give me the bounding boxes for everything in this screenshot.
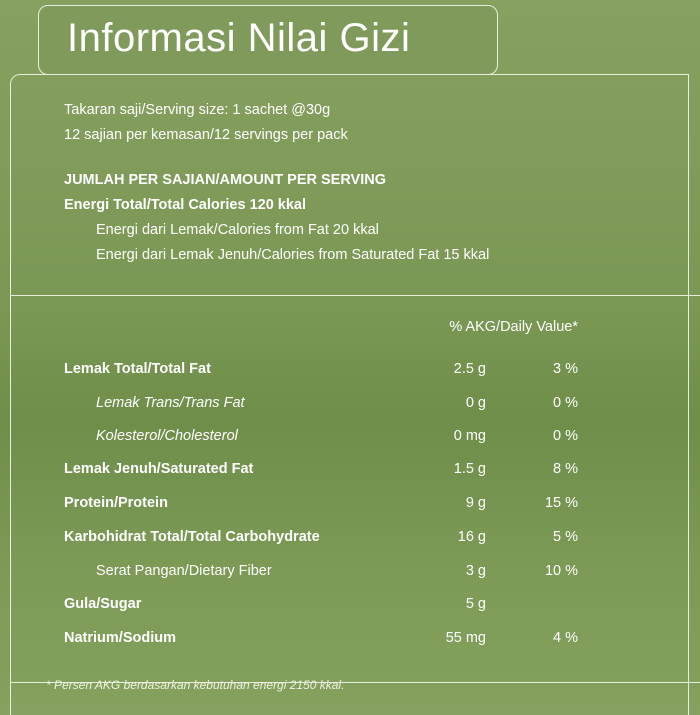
nutrient-daily-value: 0 % (553, 428, 578, 444)
nutrient-daily-value: 4 % (553, 630, 578, 646)
nutrient-label: Karbohidrat Total/Total Carbohydrate (64, 529, 320, 545)
nutrient-amount: 0 g (465, 395, 486, 411)
nutrient-daily-value: 15 % (544, 495, 578, 511)
nutrient-amount: 5 g (465, 596, 486, 612)
nutrient-label: Protein/Protein (64, 495, 168, 511)
nutrient-amount: 1.5 g (453, 461, 486, 477)
nutrient-daily-value: 3 % (553, 361, 578, 377)
nutrient-label: Natrium/Sodium (64, 630, 176, 646)
nutrient-daily-value: 8 % (553, 461, 578, 477)
nutrient-label: Lemak Total/Total Fat (64, 361, 211, 377)
page-title: Informasi Nilai Gizi (67, 16, 411, 60)
nutrient-amount: 55 mg (445, 630, 486, 646)
calories-sat-fat: Energi dari Lemak Jenuh/Calories from Sa… (96, 247, 490, 263)
nutrient-label: Gula/Sugar (64, 596, 142, 612)
nutrient-daily-value: 10 % (544, 563, 578, 579)
nutrient-amount: 3 g (465, 563, 486, 579)
title-box: Informasi Nilai Gizi (38, 5, 498, 75)
nutrient-label: Lemak Trans/Trans Fat (96, 395, 245, 411)
nutrient-amount: 0 mg (453, 428, 486, 444)
serving-size: Takaran saji/Serving size: 1 sachet @30g (64, 102, 331, 118)
dv-header: % AKG/Daily Value* (449, 319, 578, 335)
amount-header: JUMLAH PER SAJIAN/AMOUNT PER SERVING (64, 172, 386, 188)
nutrient-label: Lemak Jenuh/Saturated Fat (64, 461, 254, 477)
servings-per-pack: 12 sajian per kemasan/12 servings per pa… (64, 127, 348, 143)
nutrient-amount: 2.5 g (453, 361, 486, 377)
nutrient-daily-value: 5 % (553, 529, 578, 545)
nutrient-amount: 16 g (457, 529, 486, 545)
nutrient-amount: 9 g (465, 495, 486, 511)
footnote: * Persen AKG berdasarkan kebutuhan energ… (46, 678, 345, 692)
nutrient-label: Serat Pangan/Dietary Fiber (96, 563, 272, 579)
total-calories: Energi Total/Total Calories 120 kkal (64, 197, 307, 213)
divider (10, 682, 700, 683)
calories-fat: Energi dari Lemak/Calories from Fat 20 k… (96, 222, 379, 238)
divider (10, 295, 700, 296)
nutrient-daily-value: 0 % (553, 395, 578, 411)
nutrient-label: Kolesterol/Cholesterol (96, 428, 238, 444)
